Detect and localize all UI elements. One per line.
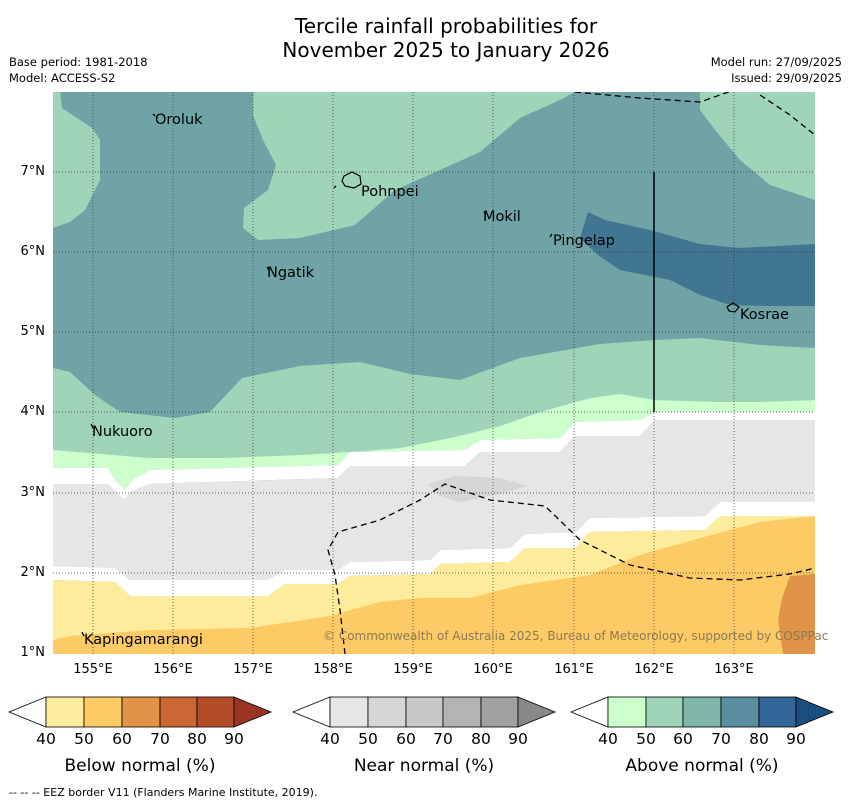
cbar-tick: 80 bbox=[471, 730, 491, 748]
lon-tick: 155°E bbox=[73, 662, 113, 677]
region-below-50 bbox=[53, 516, 815, 654]
place-kosrae: Kosrae bbox=[740, 307, 789, 323]
cbar-tick: 60 bbox=[112, 730, 132, 748]
colorbar-below bbox=[7, 696, 273, 728]
place-mokil: Mokil bbox=[483, 209, 521, 225]
place-kapingamarangi: Kapingamarangi bbox=[84, 632, 203, 648]
meta-left: Base period: 1981-2018 Model: ACCESS-S2 bbox=[9, 54, 148, 86]
colorbar-near-label: Near normal (%) bbox=[353, 756, 495, 776]
cbar-tick: 50 bbox=[358, 730, 378, 748]
lon-tick: 160°E bbox=[473, 662, 513, 677]
cbar-tick: 40 bbox=[320, 730, 340, 748]
cbar-tick: 60 bbox=[673, 730, 693, 748]
lon-tick: 162°E bbox=[634, 662, 674, 677]
cbar-tick: 90 bbox=[224, 730, 244, 748]
lon-tick: 163°E bbox=[714, 662, 754, 677]
colorbars bbox=[7, 696, 835, 728]
place-pohnpei: Pohnpei bbox=[361, 184, 419, 200]
colorbar-near bbox=[291, 696, 557, 728]
lon-tick: 158°E bbox=[313, 662, 353, 677]
issued-date: Issued: 29/09/2025 bbox=[731, 71, 842, 85]
kosrae-island-outline bbox=[726, 302, 740, 313]
cbar-tick: 80 bbox=[749, 730, 769, 748]
eez-border bbox=[327, 92, 815, 654]
graticule bbox=[53, 92, 815, 654]
cbar-tick: 50 bbox=[74, 730, 94, 748]
lat-tick: 4°N bbox=[20, 404, 46, 419]
region-near-40 bbox=[53, 420, 815, 580]
cbar-tick: 70 bbox=[433, 730, 453, 748]
region-above-40 bbox=[53, 394, 815, 490]
chart-title: Tercile rainfall probabilities for Novem… bbox=[0, 14, 850, 62]
lat-tick: 5°N bbox=[20, 324, 46, 339]
place-pingelap: Pingelap bbox=[553, 233, 615, 249]
eez-footnote: -- -- -- EEZ border V11 (Flanders Marine… bbox=[9, 786, 318, 799]
lon-tick: 161°E bbox=[554, 662, 594, 677]
place-nukuoro: Nukuoro bbox=[92, 424, 153, 440]
pohnpei-island-outline bbox=[341, 171, 362, 189]
cbar-tick: 60 bbox=[396, 730, 416, 748]
region-above-70 bbox=[580, 212, 815, 306]
region-above-50-north bbox=[243, 92, 575, 240]
place-ngatik: Ngatik bbox=[267, 265, 315, 281]
lat-tick: 2°N bbox=[20, 565, 46, 580]
colorbar-below-label: Below normal (%) bbox=[64, 756, 216, 776]
region-near-50 bbox=[428, 476, 528, 502]
copyright-notice: © Commonwealth of Australia 2025, Bureau… bbox=[323, 629, 829, 643]
region-above-50-nw bbox=[53, 92, 100, 228]
lat-tick: 3°N bbox=[20, 485, 46, 500]
probability-map bbox=[53, 92, 815, 654]
region-white-gap-north bbox=[53, 412, 815, 500]
colorbar-above-label: Above normal (%) bbox=[625, 756, 779, 776]
region-above-50-ne bbox=[700, 92, 815, 200]
cbar-tick: 50 bbox=[636, 730, 656, 748]
cbar-tick: 40 bbox=[598, 730, 618, 748]
region-white-gap-south bbox=[53, 502, 815, 596]
colorbar-above bbox=[569, 696, 835, 728]
model-name: Model: ACCESS-S2 bbox=[9, 71, 116, 85]
lon-tick: 157°E bbox=[233, 662, 273, 677]
lon-tick: 159°E bbox=[393, 662, 433, 677]
title-line-1: Tercile rainfall probabilities for bbox=[294, 14, 598, 38]
meta-right: Model run: 27/09/2025 Issued: 29/09/2025 bbox=[711, 54, 842, 86]
region-above-50-south bbox=[53, 338, 815, 458]
lat-tick: 1°N bbox=[20, 645, 46, 660]
title-line-2: November 2025 to January 2026 bbox=[282, 38, 610, 62]
cbar-tick: 80 bbox=[187, 730, 207, 748]
cbar-tick: 40 bbox=[36, 730, 56, 748]
cbar-tick: 90 bbox=[786, 730, 806, 748]
cbar-tick: 70 bbox=[711, 730, 731, 748]
lat-tick: 6°N bbox=[20, 244, 46, 259]
cbar-tick: 90 bbox=[508, 730, 528, 748]
model-run: Model run: 27/09/2025 bbox=[710, 55, 842, 69]
lat-tick: 7°N bbox=[20, 164, 46, 179]
lon-tick: 156°E bbox=[153, 662, 193, 677]
base-period: Base period: 1981-2018 bbox=[9, 55, 148, 69]
islands bbox=[81, 113, 740, 637]
place-oroluk: Oroluk bbox=[155, 112, 203, 128]
region-below-60 bbox=[778, 574, 815, 654]
cbar-tick: 70 bbox=[150, 730, 170, 748]
